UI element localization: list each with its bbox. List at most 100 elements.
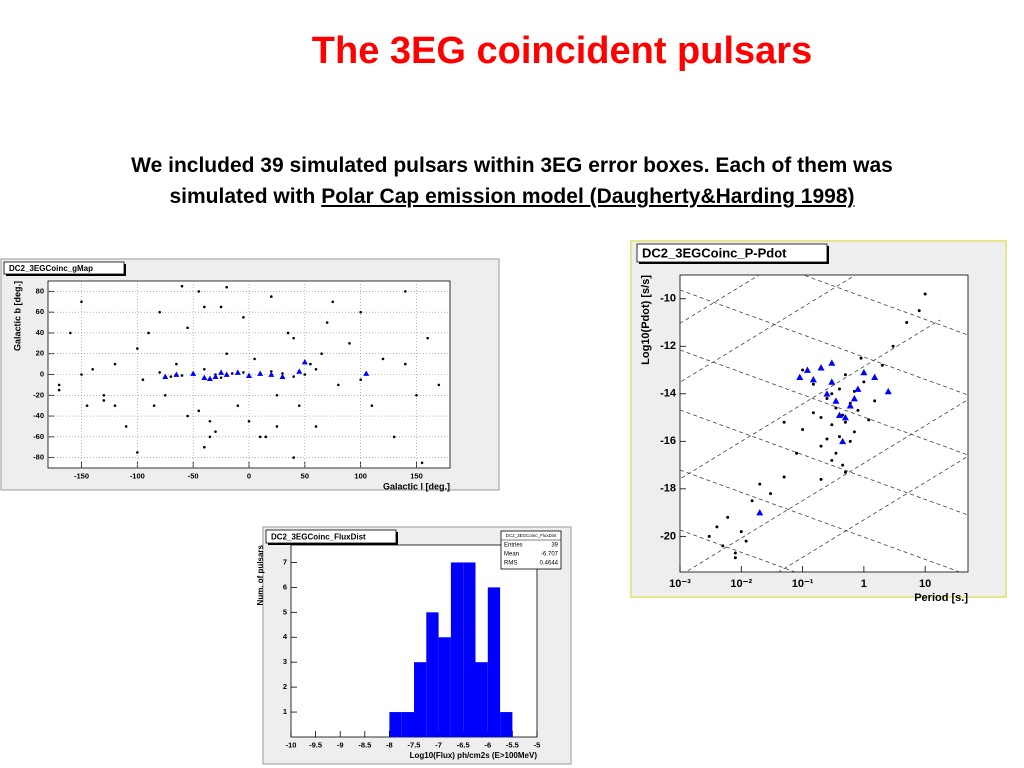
point <box>80 300 83 304</box>
histogram-bar <box>401 712 414 737</box>
point <box>852 430 856 434</box>
point <box>782 475 786 479</box>
stats-value: 0.4644 <box>540 561 559 567</box>
x-tick-label: 10⁻³ <box>669 578 691 590</box>
pulsar-marker <box>823 390 831 397</box>
y-axis-label: Log10(Pdot) [s/s] <box>640 275 652 365</box>
point <box>859 356 863 360</box>
point <box>297 404 301 407</box>
point <box>225 285 228 289</box>
point <box>830 392 834 396</box>
point <box>57 388 61 392</box>
x-tick-label: 10 <box>919 578 931 590</box>
x-tick-label: -6.5 <box>457 741 470 750</box>
point <box>750 499 754 503</box>
point <box>275 425 279 428</box>
point <box>286 331 290 335</box>
reference-link[interactable]: Polar Cap emission model (Daugherty&Hard… <box>321 185 855 208</box>
point <box>102 393 106 397</box>
point <box>867 418 871 422</box>
point <box>811 382 815 386</box>
y-tick-label: 20 <box>36 349 44 358</box>
pulsar-marker <box>257 370 264 376</box>
point <box>102 399 106 402</box>
point <box>242 316 245 319</box>
point <box>158 371 161 374</box>
y-tick-label: 4 <box>283 632 288 641</box>
point <box>253 357 256 361</box>
x-axis-label: Galactic l [deg.] <box>383 481 450 491</box>
point <box>819 416 823 420</box>
pulsar-marker <box>268 371 275 377</box>
stats-value: 39 <box>551 543 558 549</box>
y-tick-label: 6 <box>283 582 287 591</box>
point <box>275 393 279 397</box>
point <box>733 551 737 555</box>
point <box>769 492 773 496</box>
x-tick-label: -10 <box>286 741 297 750</box>
title-box <box>636 243 828 263</box>
point <box>830 458 834 462</box>
point <box>843 470 847 474</box>
point <box>834 451 838 455</box>
point <box>923 292 927 296</box>
stats-name: RMS <box>504 561 517 567</box>
point <box>197 409 201 413</box>
x-tick-label: -150 <box>74 472 89 481</box>
x-tick-label: -5.5 <box>506 741 519 750</box>
y-tick-label: -20 <box>33 390 44 399</box>
pulsar-marker <box>756 509 764 516</box>
point <box>203 445 206 449</box>
point <box>136 451 139 454</box>
pulsar-marker <box>173 371 180 377</box>
point <box>856 408 860 412</box>
point <box>214 430 217 433</box>
model-lines <box>680 275 968 572</box>
chart-title: DC2_3EGCoinc_FluxDist <box>271 533 366 542</box>
y-tick-label: -16 <box>660 435 676 447</box>
point <box>873 399 877 403</box>
point <box>825 437 829 441</box>
x-tick-label: 150 <box>410 472 423 481</box>
y-tick-label: 80 <box>36 286 44 295</box>
point <box>113 362 117 366</box>
pulsar-marker <box>884 387 892 395</box>
point <box>208 435 212 439</box>
point <box>758 482 762 486</box>
histogram-bar <box>389 712 402 737</box>
y-tick-label: -60 <box>33 432 44 441</box>
point <box>843 420 847 424</box>
point <box>905 321 909 325</box>
pulsar-marker <box>796 373 804 380</box>
point <box>331 300 335 304</box>
point <box>404 362 407 366</box>
point <box>85 404 89 407</box>
pulsar-marker <box>839 437 847 445</box>
point <box>834 406 838 410</box>
point <box>733 556 737 560</box>
point <box>247 419 251 423</box>
point <box>141 378 145 381</box>
point <box>180 284 184 288</box>
y-tick-label: 3 <box>283 657 287 666</box>
point <box>180 374 184 377</box>
point <box>158 310 161 314</box>
pulsar-marker <box>212 373 219 379</box>
x-tick-label: -50 <box>188 472 199 481</box>
x-tick-label: -6 <box>484 741 491 750</box>
point <box>862 380 866 384</box>
point <box>337 383 340 387</box>
pulsar-marker <box>201 374 208 381</box>
pulsar-marker <box>206 375 213 382</box>
title-box <box>265 529 397 544</box>
point <box>152 404 156 407</box>
point <box>136 347 139 350</box>
y-axis-label: Galactic b [deg.] <box>12 281 22 351</box>
point <box>917 309 921 313</box>
point <box>721 544 725 548</box>
slide-text: We included 39 simulated pulsars within … <box>20 150 1004 212</box>
point <box>426 336 429 340</box>
point <box>370 404 374 407</box>
point <box>309 362 312 366</box>
